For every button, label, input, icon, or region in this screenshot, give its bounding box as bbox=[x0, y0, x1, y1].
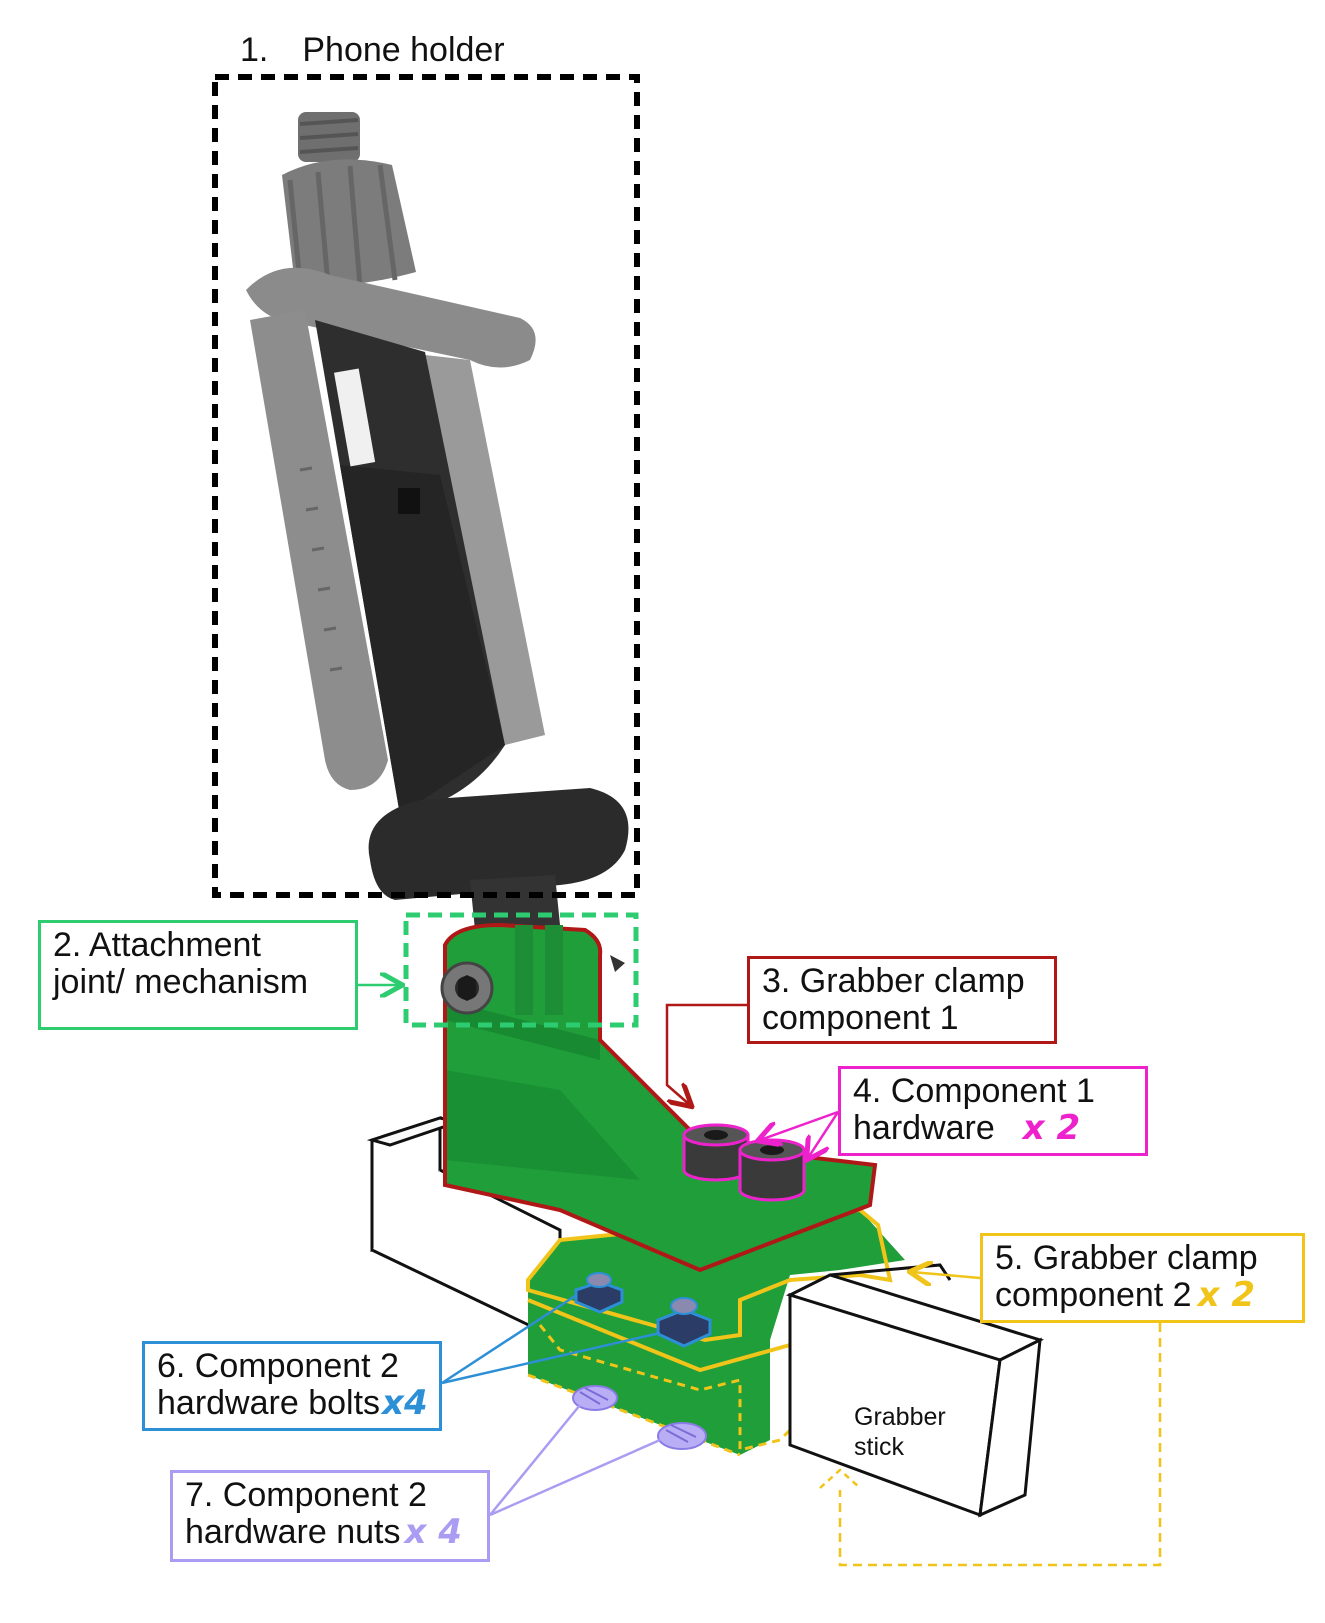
grabber-stick bbox=[785, 1263, 1045, 1518]
grabber-stick-label-line2: stick bbox=[854, 1433, 904, 1461]
phone-holder-label: 1. Phone holder bbox=[240, 30, 505, 70]
hardware-1b bbox=[738, 1138, 806, 1202]
attachment-outline bbox=[403, 912, 639, 1028]
clamp1-label-line2: component 1 bbox=[762, 999, 959, 1037]
attachment-label-line1: 2. Attachment bbox=[53, 926, 261, 964]
bolts-label: 6. Component 2 hardware boltsx4 bbox=[142, 1341, 442, 1431]
grabber-stick-back bbox=[366, 1115, 562, 1343]
component-1-hardware bbox=[682, 1123, 806, 1202]
nuts-label-line1: 7. Component 2 bbox=[185, 1476, 427, 1514]
clamp2-label-line2: component 2 bbox=[995, 1276, 1192, 1314]
component-2-bolts bbox=[574, 1272, 712, 1348]
nuts-label-line2-wrap: hardware nuts x 4 bbox=[185, 1514, 475, 1551]
bolts-multiplier: x4 bbox=[382, 1383, 428, 1423]
hardware1-label: 4. Component 1 hardware x 2 bbox=[838, 1066, 1148, 1156]
nut-a bbox=[572, 1385, 618, 1411]
hardware-1a bbox=[682, 1123, 750, 1182]
attachment-label-line2: joint/ mechanism bbox=[53, 963, 309, 1001]
leader-lines bbox=[358, 985, 1162, 1567]
bolt-a bbox=[574, 1272, 624, 1314]
hardware1-label-line2-wrap: hardware x 2 bbox=[853, 1110, 1133, 1147]
attachment-label: 2. Attachment joint/ mechanism bbox=[38, 920, 358, 1030]
bolts-label-line2: hardware bolts bbox=[157, 1384, 381, 1422]
bolts-label-line2-wrap: hardware boltsx4 bbox=[157, 1383, 428, 1423]
hardware1-label-line2: hardware bbox=[853, 1109, 995, 1147]
phone-holder-outline bbox=[212, 74, 640, 898]
clamp2-multiplier: x 2 bbox=[1197, 1275, 1256, 1315]
clamp2-label-line1: 5. Grabber clamp bbox=[995, 1239, 1258, 1277]
nut-b bbox=[657, 1422, 707, 1450]
grabber-stick-label: Grabber stick bbox=[854, 1402, 946, 1462]
nuts-label-line2: hardware nuts bbox=[185, 1513, 401, 1551]
component-2-nuts bbox=[572, 1385, 707, 1450]
attachment-joint bbox=[440, 925, 625, 1015]
nuts-multiplier: x 4 bbox=[404, 1512, 462, 1552]
bolt-b bbox=[656, 1297, 712, 1348]
hardware1-label-line1: 4. Component 1 bbox=[853, 1072, 1095, 1110]
phone-holder bbox=[246, 112, 629, 930]
clamp1-label-line1: 3. Grabber clamp bbox=[762, 962, 1025, 1000]
phone-holder-text: Phone holder bbox=[302, 31, 505, 69]
bolts-label-line1: 6. Component 2 bbox=[157, 1347, 399, 1385]
hardware1-multiplier: x 2 bbox=[1022, 1108, 1081, 1148]
nuts-label: 7. Component 2 hardware nuts x 4 bbox=[170, 1470, 490, 1562]
phone-holder-number: 1. bbox=[240, 31, 269, 69]
grabber-stick-label-line1: Grabber bbox=[854, 1403, 946, 1431]
clamp1-label: 3. Grabber clamp component 1 bbox=[747, 956, 1057, 1044]
